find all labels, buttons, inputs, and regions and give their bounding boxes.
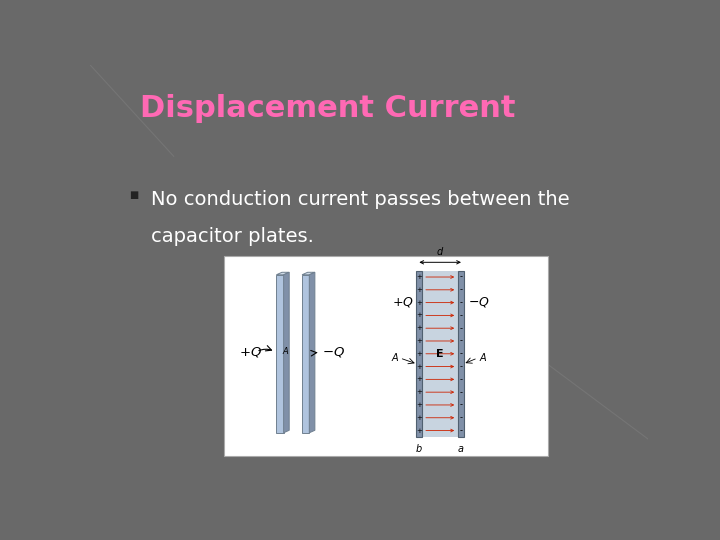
Bar	[422, 271, 459, 437]
Bar	[416, 271, 422, 437]
Text: -: -	[459, 298, 462, 307]
Text: b: b	[416, 444, 423, 455]
Text: No conduction current passes between the: No conduction current passes between the	[151, 190, 570, 208]
Text: -: -	[459, 323, 462, 333]
Text: +: +	[416, 402, 422, 408]
Text: -: -	[459, 311, 462, 320]
Text: +: +	[416, 313, 422, 319]
Text: A: A	[282, 347, 288, 356]
Text: $+Q$: $+Q$	[239, 345, 262, 359]
Text: -: -	[459, 401, 462, 409]
Text: +: +	[416, 287, 422, 293]
Text: A: A	[480, 353, 486, 363]
Text: $-Q$: $-Q$	[468, 295, 490, 309]
Polygon shape	[302, 272, 315, 275]
Polygon shape	[276, 275, 284, 433]
Text: -: -	[459, 375, 462, 384]
Text: +: +	[416, 274, 422, 280]
Text: +: +	[416, 325, 422, 331]
Text: d: d	[437, 247, 444, 258]
Bar	[459, 271, 464, 437]
Text: $+Q$: $+Q$	[392, 295, 414, 309]
Polygon shape	[310, 272, 315, 433]
Text: $-Q$: $-Q$	[322, 345, 345, 359]
Text: Displacement Current: Displacement Current	[140, 94, 516, 123]
Text: -: -	[459, 413, 462, 422]
Text: capacitor plates.: capacitor plates.	[151, 227, 314, 246]
Polygon shape	[276, 272, 289, 275]
Text: -: -	[459, 362, 462, 371]
Text: -: -	[459, 388, 462, 397]
Text: A: A	[392, 353, 398, 363]
Text: +: +	[416, 300, 422, 306]
Text: +: +	[416, 389, 422, 395]
Polygon shape	[302, 275, 310, 433]
Text: +: +	[416, 338, 422, 344]
Text: -: -	[459, 336, 462, 346]
Text: +: +	[416, 351, 422, 357]
Text: ■: ■	[129, 190, 138, 200]
Text: -: -	[459, 349, 462, 358]
Polygon shape	[284, 272, 289, 433]
Text: -: -	[459, 273, 462, 281]
Text: -: -	[459, 285, 462, 294]
Text: +: +	[416, 363, 422, 369]
Text: a: a	[458, 444, 464, 455]
FancyBboxPatch shape	[224, 256, 547, 456]
Text: +: +	[416, 428, 422, 434]
Text: E: E	[436, 349, 444, 359]
Text: +: +	[416, 376, 422, 382]
Text: -: -	[459, 426, 462, 435]
Text: +: +	[416, 415, 422, 421]
